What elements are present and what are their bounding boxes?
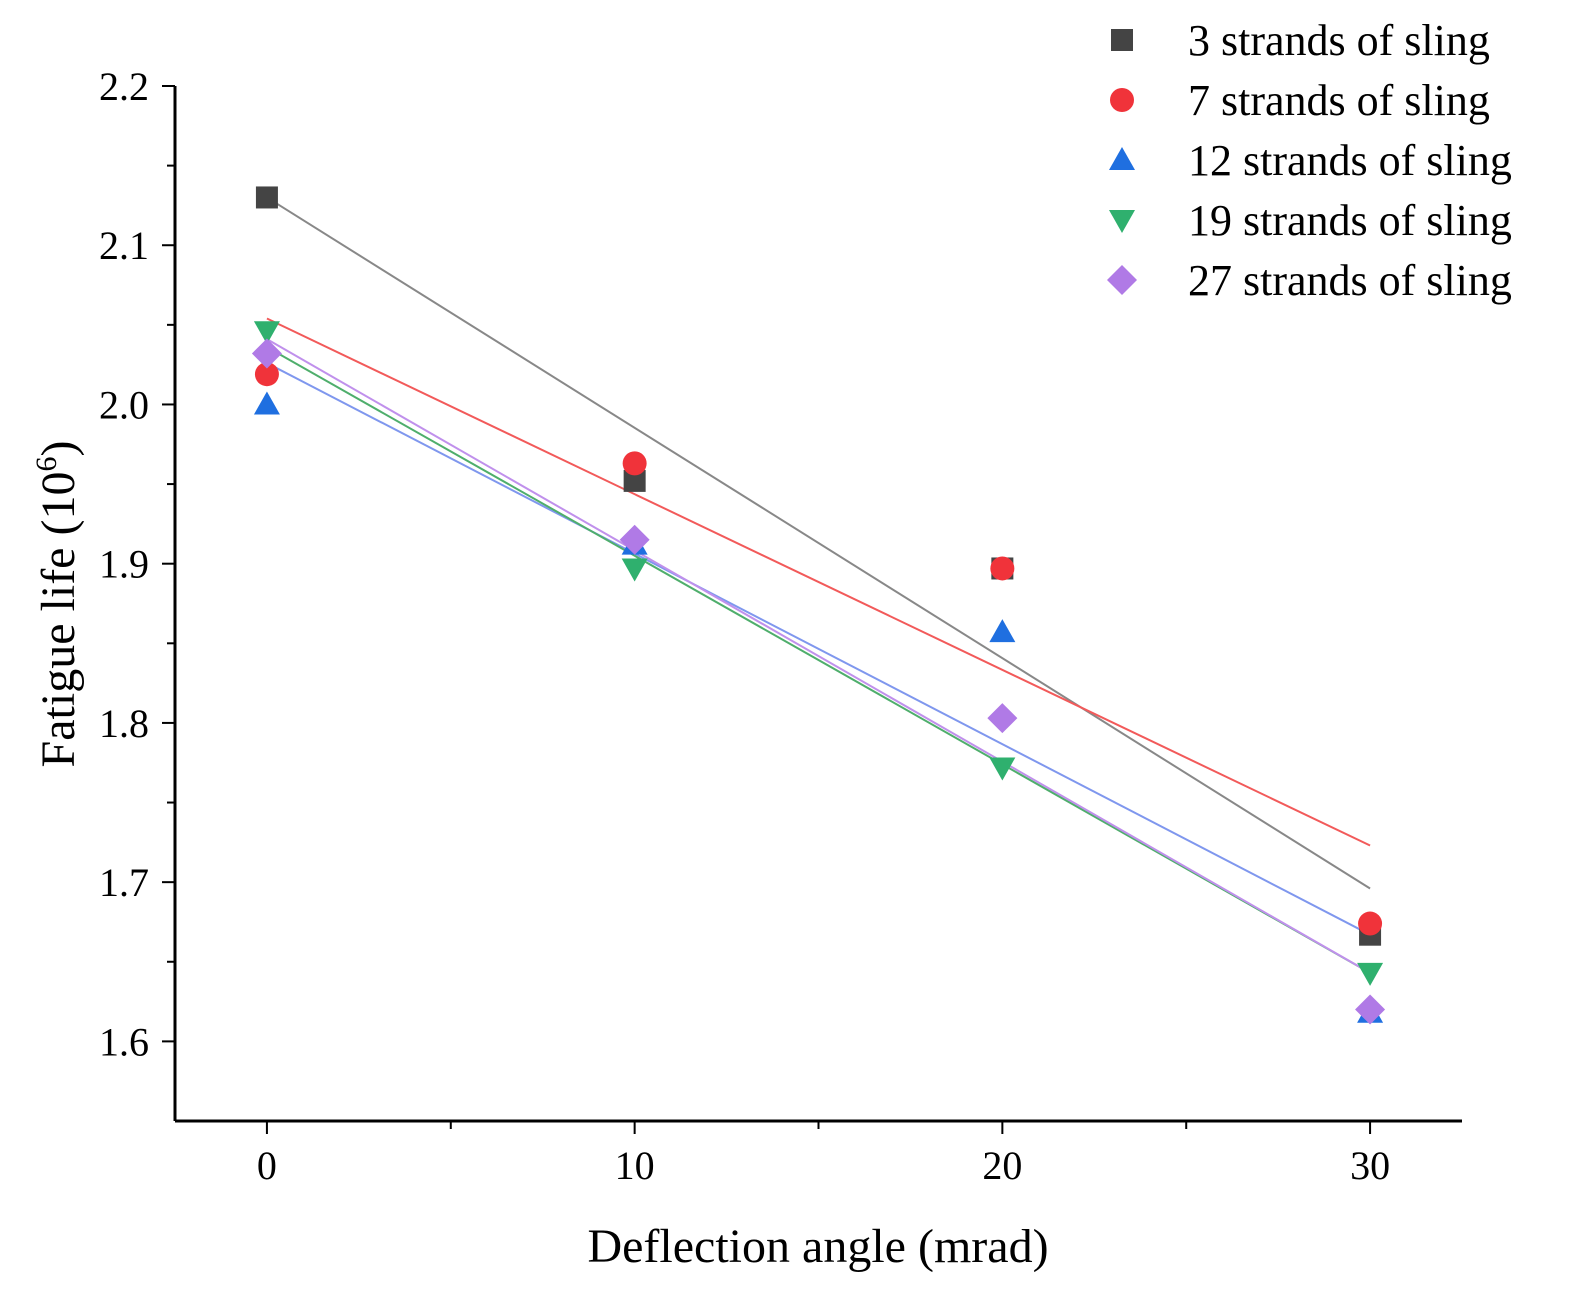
fit-lines: [266, 196, 1371, 974]
data-point: [1358, 911, 1383, 936]
y-tick-label: 2.0: [99, 382, 149, 427]
x-tick-label: 20: [982, 1143, 1022, 1188]
data-point: [989, 619, 1016, 643]
legend-label: 7 strands of sling: [1188, 76, 1490, 125]
data-point: [987, 703, 1018, 734]
fit-line: [266, 317, 1371, 847]
x-axis-title: Deflection angle (mrad): [587, 1220, 1048, 1273]
legend-item: 7 strands of sling: [1110, 76, 1490, 125]
data-point: [1355, 994, 1386, 1025]
legend-marker: [1109, 210, 1135, 233]
legend-label: 12 strands of sling: [1188, 136, 1512, 185]
y-axis-title-sup: 6: [30, 457, 63, 472]
legend-marker: [1110, 88, 1134, 112]
data-point: [623, 469, 646, 492]
y-tick-label: 1.8: [99, 701, 149, 746]
markers: [251, 186, 1386, 1025]
data-point: [619, 524, 650, 555]
legend-item: 27 strands of sling: [1107, 256, 1512, 305]
fit-line: [266, 362, 1371, 936]
data-point: [989, 757, 1016, 781]
legend-label: 3 strands of sling: [1188, 16, 1490, 65]
y-axis-title-close: ): [32, 441, 85, 457]
ticks: 0 10 20 30 1.6 1.7 1.8 1.9 2.0 2.1 2.2: [99, 64, 1390, 1188]
fit-line: [266, 338, 1371, 974]
y-tick-label: 2.1: [99, 223, 149, 268]
legend-marker: [1109, 147, 1135, 170]
legend-marker: [1107, 265, 1137, 295]
y-tick-label: 2.2: [99, 64, 149, 109]
x-tick-label: 10: [615, 1143, 655, 1188]
data-point: [253, 321, 280, 345]
fit-line: [266, 196, 1371, 890]
y-tick-label: 1.6: [99, 1019, 149, 1064]
data-point: [253, 391, 280, 415]
legend-marker: [1111, 29, 1133, 51]
y-axis-title: Fatigue life (106): [30, 441, 85, 768]
y-tick-label: 1.7: [99, 860, 149, 905]
data-point: [1357, 962, 1384, 986]
legend: 3 strands of sling 7 strands of sling 12 s…: [1107, 16, 1512, 305]
legend-item: 12 strands of sling: [1109, 136, 1512, 185]
y-tick-label: 1.9: [99, 542, 149, 587]
x-tick-label: 30: [1350, 1143, 1390, 1188]
data-point: [621, 558, 648, 582]
data-point: [990, 556, 1015, 581]
data-point: [622, 451, 647, 476]
data-point: [251, 338, 282, 369]
fit-line: [266, 346, 1371, 974]
data-point: [254, 362, 279, 387]
legend-label: 27 strands of sling: [1188, 256, 1512, 305]
legend-item: 3 strands of sling: [1111, 16, 1490, 65]
y-axis-title-base: Fatigue life (10: [32, 472, 85, 768]
legend-item: 19 strands of sling: [1109, 196, 1512, 245]
legend-label: 19 strands of sling: [1188, 196, 1512, 245]
x-tick-label: 0: [257, 1143, 277, 1188]
data-point: [255, 186, 278, 209]
